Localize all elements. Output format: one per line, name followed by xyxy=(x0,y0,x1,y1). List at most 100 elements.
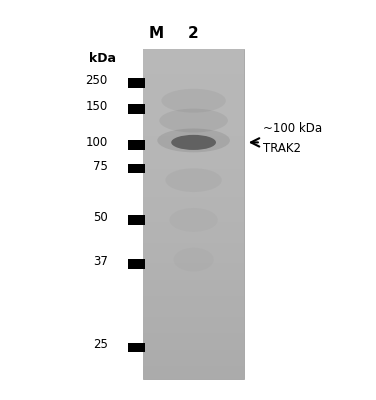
Bar xyxy=(143,296,244,300)
Bar xyxy=(143,239,244,243)
Bar xyxy=(143,98,244,103)
Bar xyxy=(143,103,244,107)
Text: 50: 50 xyxy=(93,211,108,224)
Bar xyxy=(143,280,244,284)
Bar xyxy=(143,82,244,86)
Bar xyxy=(143,304,244,309)
Ellipse shape xyxy=(157,128,230,152)
Bar xyxy=(143,86,244,90)
Bar xyxy=(143,230,244,234)
Bar xyxy=(143,94,244,98)
Bar xyxy=(143,354,244,358)
Bar xyxy=(143,202,244,206)
Bar xyxy=(143,136,244,140)
Bar xyxy=(143,268,244,272)
Ellipse shape xyxy=(159,109,228,132)
Bar xyxy=(143,210,244,214)
Bar xyxy=(143,90,244,94)
Bar xyxy=(143,70,244,74)
Bar xyxy=(128,78,145,88)
Bar xyxy=(143,132,244,136)
Bar xyxy=(143,292,244,296)
Text: kDa: kDa xyxy=(89,52,116,66)
Bar xyxy=(143,226,244,230)
Bar xyxy=(143,309,244,313)
Text: 37: 37 xyxy=(93,255,108,268)
Bar xyxy=(143,78,244,82)
Bar xyxy=(143,144,244,148)
Bar xyxy=(128,216,145,225)
Bar xyxy=(143,177,244,181)
Bar xyxy=(143,366,244,370)
Bar xyxy=(143,338,244,342)
Text: 2: 2 xyxy=(188,26,199,41)
Bar xyxy=(128,164,145,173)
Bar xyxy=(143,272,244,276)
Bar xyxy=(143,321,244,325)
Bar xyxy=(143,164,244,168)
Text: TRAK2: TRAK2 xyxy=(263,142,301,155)
Text: M: M xyxy=(149,26,164,41)
Bar xyxy=(143,152,244,156)
Bar xyxy=(143,127,244,132)
Bar xyxy=(143,284,244,288)
Bar xyxy=(143,115,244,119)
Text: 250: 250 xyxy=(85,74,108,87)
Text: 75: 75 xyxy=(93,160,108,173)
Bar xyxy=(143,189,244,193)
Bar xyxy=(143,362,244,366)
FancyBboxPatch shape xyxy=(143,49,244,379)
Bar xyxy=(128,259,145,269)
Bar xyxy=(143,234,244,239)
Bar xyxy=(143,370,244,375)
Bar xyxy=(143,53,244,57)
Bar xyxy=(143,214,244,218)
Bar xyxy=(143,160,244,164)
Bar xyxy=(143,375,244,379)
Bar xyxy=(143,288,244,292)
Bar xyxy=(128,343,145,352)
Bar xyxy=(143,107,244,111)
Bar xyxy=(143,156,244,160)
Bar xyxy=(143,49,244,53)
Bar xyxy=(143,263,244,268)
Bar xyxy=(143,123,244,127)
Ellipse shape xyxy=(171,135,216,150)
Bar xyxy=(143,243,244,247)
Bar xyxy=(143,300,244,304)
Bar xyxy=(143,206,244,210)
Bar xyxy=(143,222,244,226)
Text: 150: 150 xyxy=(85,100,108,113)
Bar xyxy=(143,140,244,144)
Bar xyxy=(143,193,244,198)
Bar xyxy=(143,218,244,222)
Bar xyxy=(143,247,244,251)
Bar xyxy=(143,119,244,123)
Bar xyxy=(143,251,244,255)
Bar xyxy=(143,255,244,259)
Bar xyxy=(143,342,244,346)
Bar xyxy=(143,74,244,78)
Ellipse shape xyxy=(165,168,222,192)
Bar xyxy=(143,276,244,280)
Text: 100: 100 xyxy=(85,136,108,149)
Bar xyxy=(143,62,244,66)
Bar xyxy=(143,329,244,334)
Bar xyxy=(143,334,244,338)
Bar xyxy=(143,317,244,321)
Bar xyxy=(128,104,145,114)
Ellipse shape xyxy=(161,89,226,113)
Bar xyxy=(143,111,244,115)
Bar xyxy=(143,313,244,317)
Bar xyxy=(143,358,244,362)
Bar xyxy=(143,350,244,354)
Bar xyxy=(143,185,244,189)
Bar xyxy=(128,140,145,150)
Bar xyxy=(143,66,244,70)
Bar xyxy=(143,259,244,263)
Bar xyxy=(143,325,244,329)
Bar xyxy=(143,148,244,152)
Bar xyxy=(143,173,244,177)
Text: ~100 kDa: ~100 kDa xyxy=(263,122,322,135)
Text: 25: 25 xyxy=(93,338,108,352)
